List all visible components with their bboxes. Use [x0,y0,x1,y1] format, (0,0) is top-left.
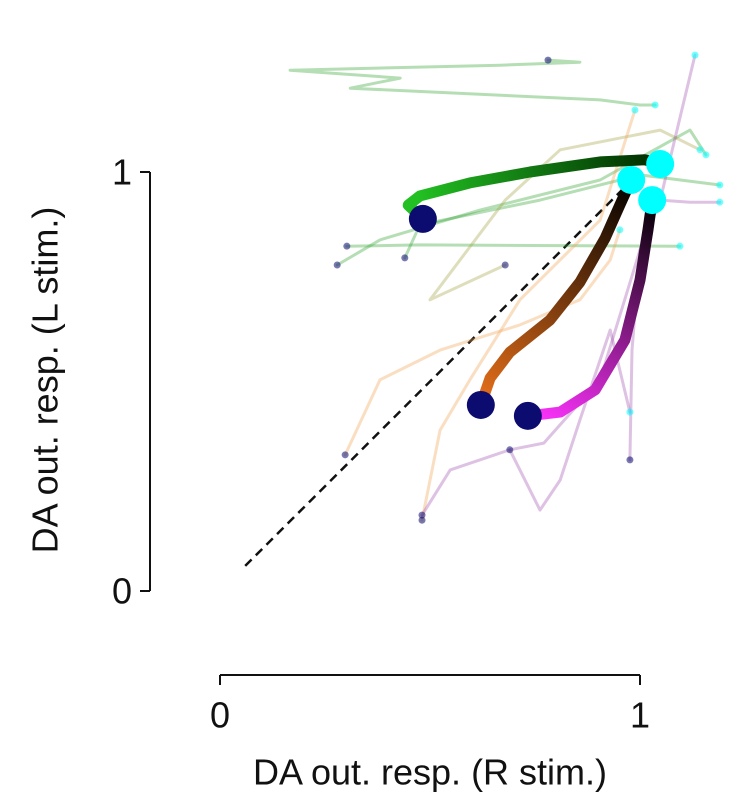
x-tick-label: 0 [210,695,230,736]
y-tick-label: 0 [112,571,132,612]
start-marker [401,254,409,262]
trajectory [475,174,637,411]
end-marker [646,150,675,179]
start-marker [333,261,341,269]
y-axis-label: DA out. resp. (L stim.) [25,207,66,554]
end-marker [617,165,646,194]
y-tick-label: 1 [112,152,132,193]
start-marker [418,511,426,519]
start-marker [466,390,495,419]
trial-trace [288,58,657,107]
start-marker [544,56,552,64]
end-marker [676,242,684,250]
start-marker [408,204,437,233]
end-marker [626,408,634,416]
trial-trace [345,243,682,248]
trial-trace [420,108,637,522]
end-marker [631,106,639,114]
end-marker [716,181,724,189]
identity-line [244,183,629,567]
trajectory [402,154,666,225]
end-marker [716,198,724,206]
end-marker [616,226,624,234]
start-marker [513,401,542,430]
end-marker [691,51,699,59]
x-axis-label: DA out. resp. (R stim.) [253,752,607,793]
start-marker [418,516,426,524]
x-tick-label: 1 [630,695,650,736]
end-marker [651,101,659,109]
end-marker [696,146,704,154]
trial-trace [343,228,622,457]
end-marker [638,186,667,215]
trial-trace [335,128,708,267]
end-marker [702,151,710,159]
start-marker [341,451,349,459]
trajectory [522,194,658,422]
start-marker [501,261,509,269]
start-marker [626,456,634,464]
trial-trace [403,173,722,260]
trial-trace [508,328,632,512]
start-marker [506,446,514,454]
start-marker [343,242,351,250]
